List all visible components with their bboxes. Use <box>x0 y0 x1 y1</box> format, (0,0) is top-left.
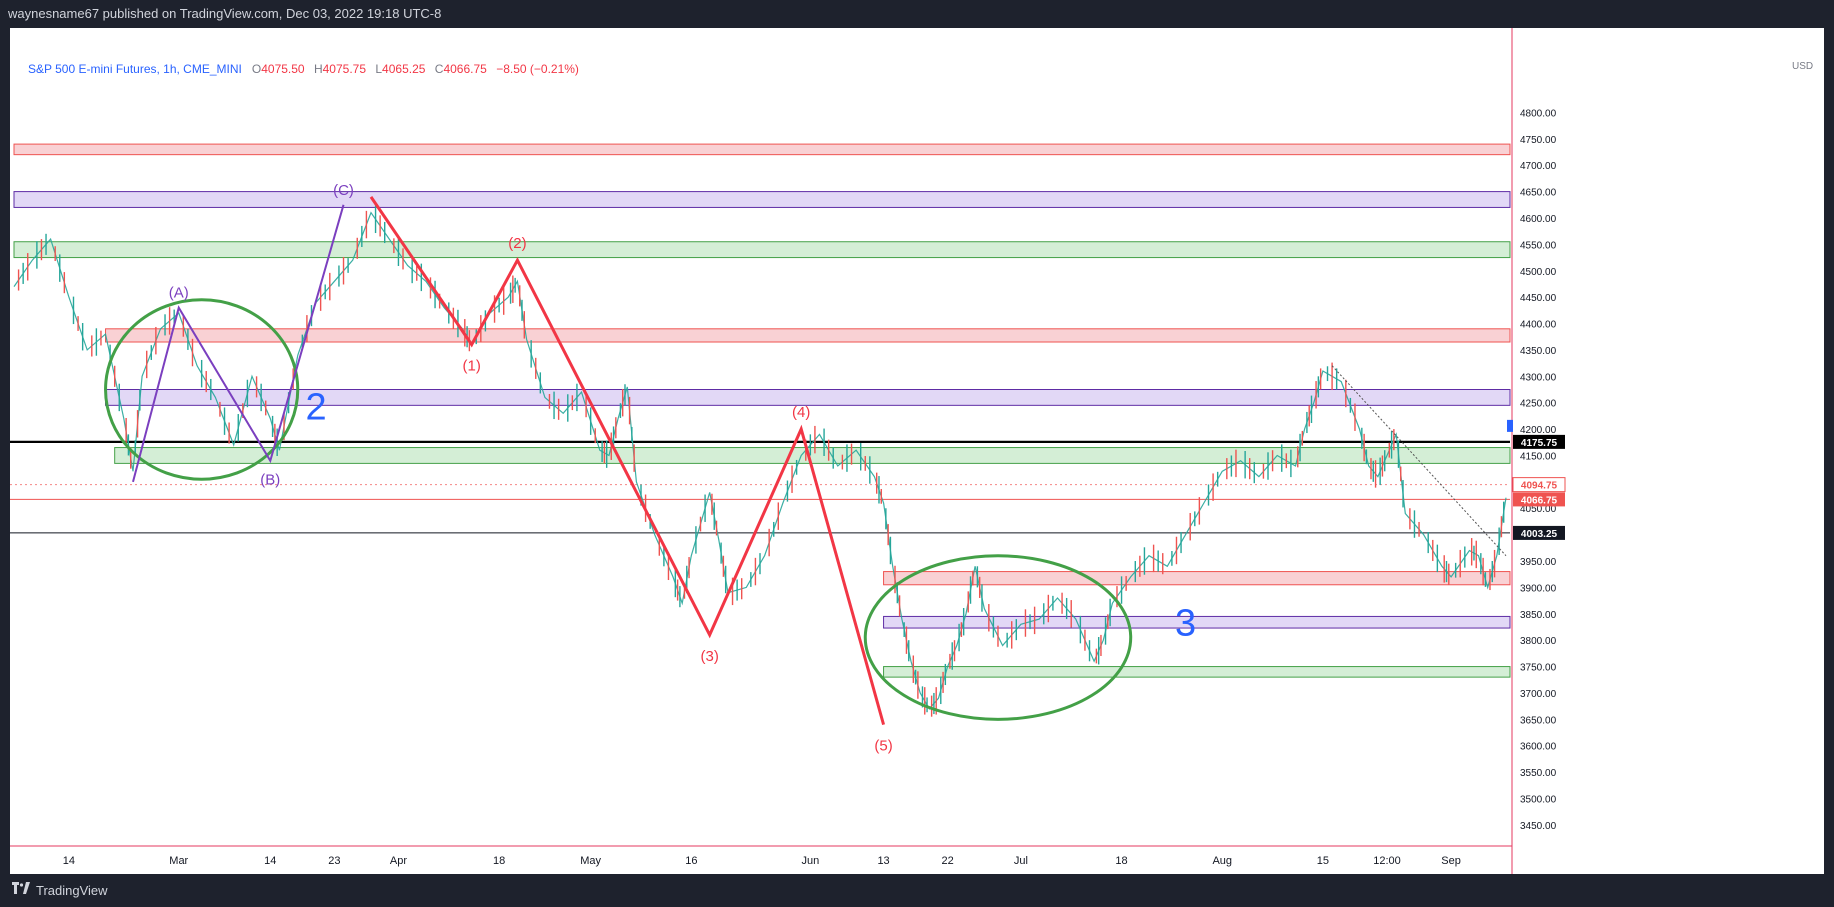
high-label: H <box>313 62 323 76</box>
high-value: 4075.75 <box>322 62 367 76</box>
zone-red[interactable] <box>883 571 1511 586</box>
wave-label-impulse: (2) <box>508 235 526 252</box>
abc-wave-line[interactable] <box>132 204 345 483</box>
zone-red[interactable] <box>13 143 1511 156</box>
time-tick-label: Mar <box>169 855 188 867</box>
time-tick-label: 15 <box>1317 855 1329 867</box>
chart-area[interactable]: (A) (B) (C) (1) (2) (3) (4) (5) 2 3 3450.00 3500.00… <box>10 28 1824 874</box>
price-tick-label: 3600.00 <box>1520 742 1557 753</box>
time-tick-label: 18 <box>1115 855 1127 867</box>
change-value: −8.50 (−0.21%) <box>496 62 579 76</box>
price-tick-label: 4450.00 <box>1520 293 1557 304</box>
open-label: O <box>251 62 262 76</box>
close-value: 4066.75 <box>443 62 487 76</box>
open-value: 4075.50 <box>261 62 305 76</box>
price-tick-label: 4800.00 <box>1520 108 1557 119</box>
zone-purple[interactable] <box>13 191 1511 208</box>
time-tick-label: 14 <box>63 855 75 867</box>
wave-label-abc: (A) <box>169 285 189 302</box>
time-tick-label: 23 <box>328 855 340 867</box>
price-tick-label: 4050.00 <box>1520 504 1557 515</box>
price-line <box>13 211 1507 710</box>
price-tag <box>1512 477 1566 493</box>
price-tag-label: 4175.75 <box>1521 438 1558 449</box>
price-tag-label: 4003.25 <box>1521 529 1558 540</box>
price-tick-label: 3750.00 <box>1520 663 1557 674</box>
tradingview-logo[interactable]: TradingView <box>12 882 108 898</box>
chart-legend: S&P 500 E-mini Futures, 1h, CME_MINI O40… <box>28 62 585 76</box>
price-tick-label: 4400.00 <box>1520 320 1557 331</box>
price-tick-label: 3900.00 <box>1520 583 1557 594</box>
wave-label-abc: (B) <box>260 472 280 489</box>
pattern-ellipse[interactable] <box>104 298 300 481</box>
zone-green[interactable] <box>114 447 1511 464</box>
price-tick-label: 4550.00 <box>1520 240 1557 251</box>
price-tag <box>1513 525 1565 540</box>
time-tick-label: 16 <box>685 855 697 867</box>
price-tag <box>1513 434 1565 449</box>
alert-marker[interactable] <box>1507 419 1513 432</box>
tradingview-brand: TradingView <box>36 882 108 898</box>
wave-label-impulse: (5) <box>874 738 892 755</box>
symbol-name[interactable]: S&P 500 E-mini Futures, 1h, CME_MINI <box>28 62 242 76</box>
time-tick-label: Jul <box>1014 855 1028 867</box>
zone-purple[interactable] <box>883 615 1511 629</box>
price-tick-label: 4150.00 <box>1520 451 1557 462</box>
price-tick-label: 4250.00 <box>1520 399 1557 410</box>
price-tick-label: 3950.00 <box>1520 557 1557 568</box>
time-tick-label: 22 <box>942 855 954 867</box>
time-tick-label: 12:00 <box>1373 855 1401 867</box>
price-tag-label: 4066.75 <box>1521 495 1558 506</box>
currency-label: USD <box>1792 61 1814 72</box>
price-tick-label: 4650.00 <box>1520 188 1557 199</box>
wave-count-label: 3 <box>1175 603 1196 645</box>
price-tag-label: 4094.75 <box>1521 481 1558 492</box>
price-tick-label: 3500.00 <box>1520 795 1557 806</box>
footer-bar: TradingView <box>0 874 1834 907</box>
low-label: L <box>375 62 383 76</box>
wave-label-abc: (C) <box>333 182 354 199</box>
zone-green[interactable] <box>13 241 1511 259</box>
time-tick-label: 14 <box>264 855 276 867</box>
wave-label-impulse: (4) <box>792 404 810 421</box>
impulse-wave-line[interactable] <box>369 196 886 726</box>
wave-label-impulse: (3) <box>700 648 718 665</box>
price-tick-label: 3850.00 <box>1520 610 1557 621</box>
time-tick-label: Jun <box>801 855 819 867</box>
price-chart[interactable]: (A)(B)(C)(1)(2)(3)(4)(5)233450.003500.00… <box>10 28 1824 874</box>
price-tick-label: 3650.00 <box>1520 715 1557 726</box>
wave-count-label: 2 <box>305 386 326 428</box>
tradingview-logo-icon <box>12 882 30 898</box>
trend-line[interactable] <box>1331 365 1507 557</box>
zone-red[interactable] <box>105 328 1511 343</box>
time-tick-label: May <box>580 855 601 867</box>
close-label: C <box>434 62 444 76</box>
price-tick-label: 4750.00 <box>1520 135 1557 146</box>
time-tick-label: 18 <box>493 855 505 867</box>
wave-label-impulse: (1) <box>462 358 480 375</box>
low-value: 4065.25 <box>382 62 426 76</box>
price-tick-label: 4200.00 <box>1520 425 1557 436</box>
time-tick-label: Aug <box>1212 855 1232 867</box>
price-tick-label: 4350.00 <box>1520 346 1557 357</box>
price-tick-label: 4500.00 <box>1520 267 1557 278</box>
price-tick-label: 4700.00 <box>1520 161 1557 172</box>
zone-green[interactable] <box>883 666 1511 678</box>
time-tick-label: Apr <box>390 855 407 867</box>
price-tick-label: 3550.00 <box>1520 768 1557 779</box>
pattern-ellipse[interactable] <box>863 554 1133 721</box>
price-tick-label: 4300.00 <box>1520 372 1557 383</box>
price-tick-label: 3450.00 <box>1520 821 1557 832</box>
price-tag <box>1513 492 1565 507</box>
publisher-bar: waynesname67 published on TradingView.co… <box>0 0 1834 28</box>
time-tick-label: Sep <box>1441 855 1461 867</box>
time-tick-label: 13 <box>877 855 889 867</box>
published-text: waynesname67 published on TradingView.co… <box>8 6 442 21</box>
price-tick-label: 3700.00 <box>1520 689 1557 700</box>
price-tick-label: 4600.00 <box>1520 214 1557 225</box>
price-tick-label: 3800.00 <box>1520 636 1557 647</box>
